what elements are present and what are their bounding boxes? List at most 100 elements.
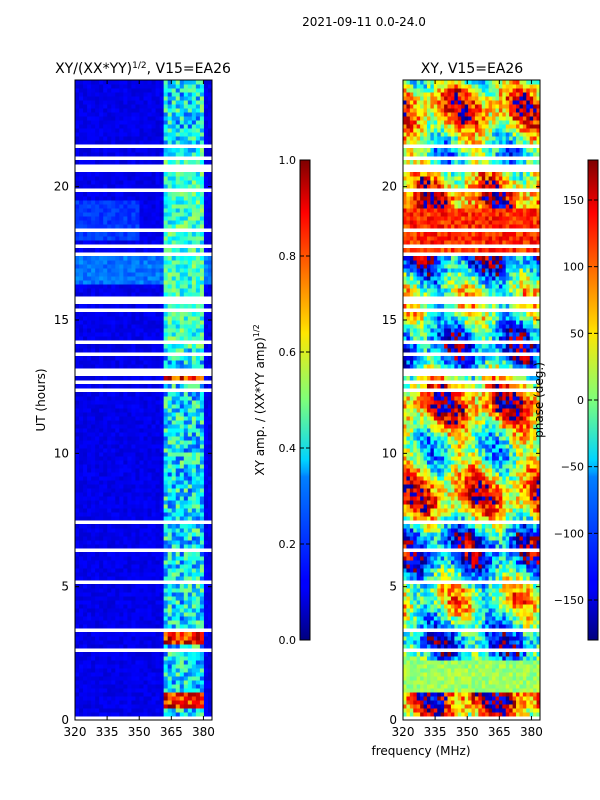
heat-cell [103, 392, 108, 397]
heat-cell [516, 708, 520, 713]
heat-cell [123, 512, 128, 517]
heat-cell [147, 260, 153, 265]
heat-cell [195, 288, 201, 293]
heat-cell [179, 128, 185, 133]
heat-cell [139, 448, 144, 453]
heat-cell [191, 436, 197, 441]
heat-cell [183, 640, 189, 645]
heat-cell [119, 420, 124, 425]
heat-cell [207, 412, 212, 417]
heat-cell [171, 80, 177, 85]
heat-cell [119, 684, 124, 689]
heat-cell [147, 220, 153, 225]
heat-cell [147, 316, 153, 321]
heat-cell [151, 688, 157, 693]
heat-cell [159, 108, 165, 113]
heat-cell [91, 284, 96, 289]
heat-cell [199, 452, 205, 457]
heat-cell [99, 632, 104, 637]
heat-cell [131, 272, 136, 277]
heat-cell [159, 436, 165, 441]
heat-cell [187, 160, 193, 165]
heat-cell [195, 640, 201, 645]
heat-cell [127, 616, 132, 621]
heat-cell [167, 620, 173, 625]
heat-cell [139, 116, 144, 121]
heat-cell [127, 680, 132, 685]
heat-cell [119, 240, 124, 245]
heat-cell [187, 452, 193, 457]
heat-cell [155, 708, 161, 713]
heat-cell [151, 400, 157, 405]
heat-cell [203, 176, 209, 181]
heat-cell [95, 636, 100, 641]
heat-cell [199, 136, 205, 141]
heat-cell [95, 576, 100, 581]
heat-cell [167, 332, 173, 337]
heat-cell [131, 92, 136, 97]
heat-cell [485, 696, 490, 701]
heat-cell [167, 512, 173, 517]
heat-cell [107, 420, 112, 425]
heat-cell [139, 612, 144, 617]
heat-cell [167, 664, 173, 669]
heat-cell [139, 124, 144, 129]
heat-cell [115, 304, 120, 309]
heat-cell [171, 332, 177, 337]
heat-cell [111, 184, 116, 189]
heat-cell [183, 180, 189, 185]
heat-cell [75, 376, 80, 381]
heat-cell [95, 200, 100, 205]
heat-cell [107, 636, 112, 641]
heat-cell [107, 124, 112, 129]
heat-cell [103, 664, 108, 669]
heat-cell [533, 704, 538, 709]
heat-cell [107, 268, 112, 273]
heat-cell [123, 632, 128, 637]
heat-cell [95, 100, 100, 105]
heat-cell [83, 436, 88, 441]
heat-cell [151, 596, 157, 601]
heat-cell [139, 408, 144, 413]
heat-cell [127, 428, 132, 433]
heat-cell [187, 184, 193, 189]
heat-cell [203, 700, 209, 705]
heat-cell [195, 560, 201, 565]
heat-cell [163, 184, 169, 189]
heat-cell [147, 208, 153, 213]
heat-cell [107, 492, 112, 497]
heat-cell [139, 540, 144, 545]
heat-cell [139, 264, 144, 269]
heat-cell [183, 376, 189, 381]
heat-cell [83, 532, 88, 537]
heat-cell [179, 236, 185, 241]
heat-cell [175, 136, 181, 141]
heat-cell [183, 684, 189, 689]
heat-cell [203, 196, 209, 201]
heat-cell [127, 496, 132, 501]
heat-cell [139, 216, 144, 221]
heat-cell [175, 104, 181, 109]
heat-cell [151, 152, 157, 157]
heat-cell [111, 652, 116, 657]
heat-cell [159, 92, 165, 97]
heat-cell [107, 524, 112, 529]
heat-cell [127, 596, 132, 601]
heat-cell [163, 336, 169, 341]
heat-cell [111, 208, 116, 213]
heat-cell [131, 312, 136, 317]
heat-cell [179, 444, 185, 449]
heat-cell [87, 684, 92, 689]
heat-cell [159, 132, 165, 137]
heat-cell [139, 404, 144, 409]
heat-cell [179, 152, 185, 157]
heat-cell [99, 452, 104, 457]
heat-cell [183, 420, 189, 425]
heat-cell [99, 552, 104, 557]
heat-cell [175, 632, 181, 637]
heat-cell [147, 136, 153, 141]
heat-cell [95, 216, 100, 221]
heat-cell [151, 612, 157, 617]
heat-cell [119, 536, 124, 541]
